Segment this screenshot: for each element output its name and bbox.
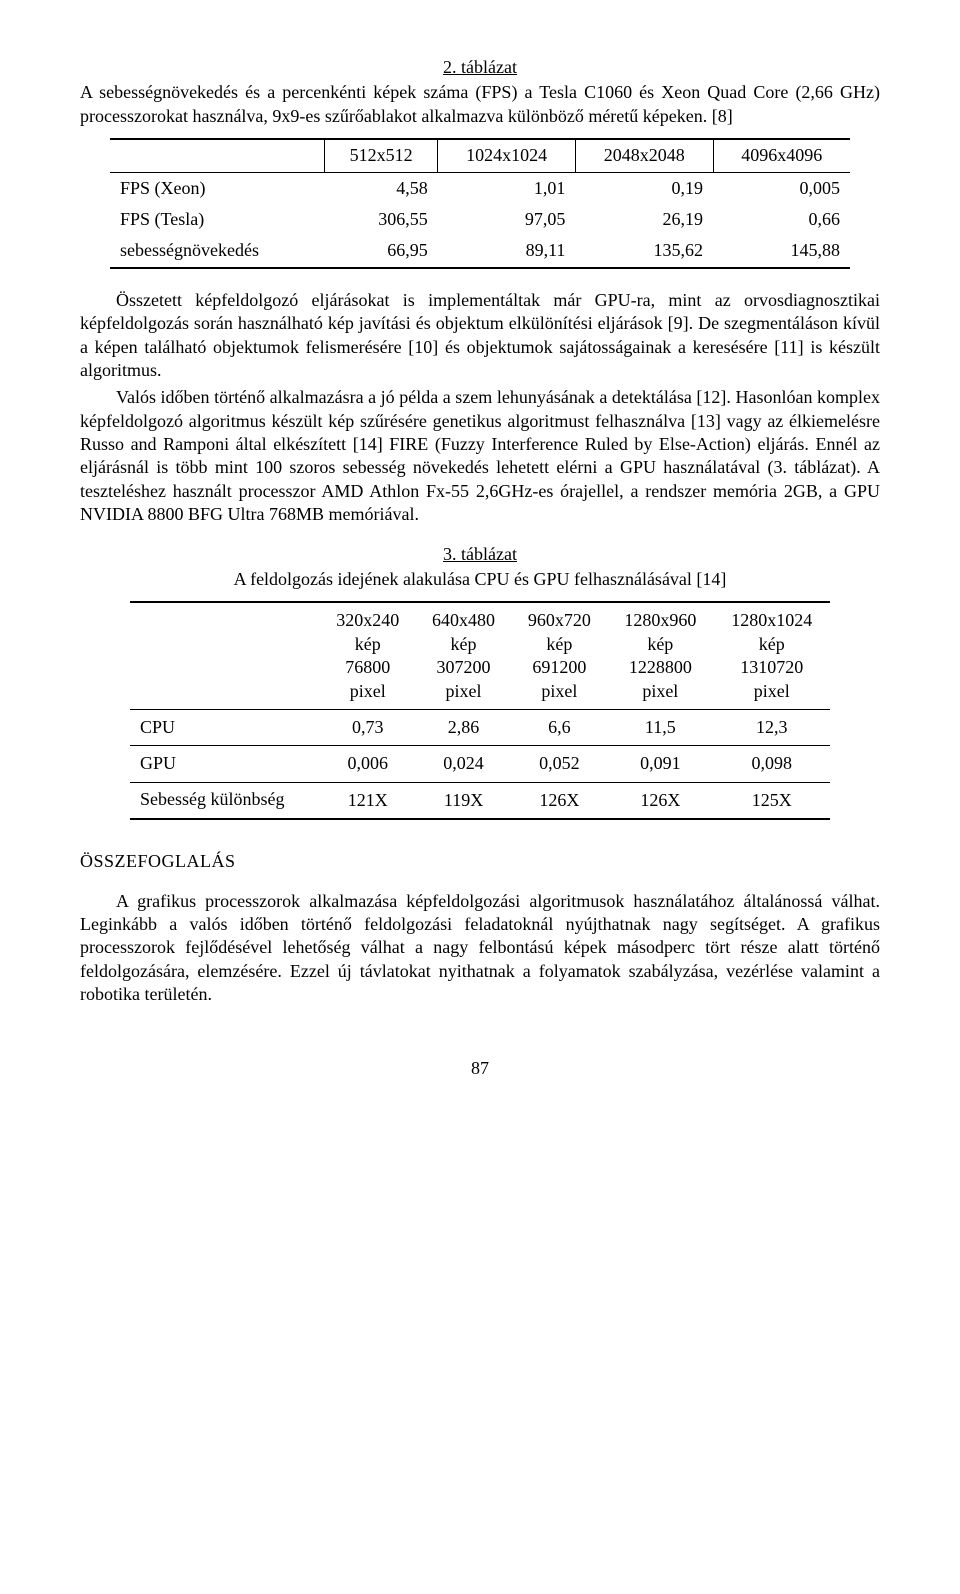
hline: 640x480: [432, 610, 495, 630]
table2-col-3: 2048x2048: [575, 139, 713, 172]
hline: kép: [451, 634, 477, 654]
table3-col-2: 640x480 kép 307200 pixel: [416, 602, 512, 709]
hline: 960x720: [528, 610, 591, 630]
table2-col-4: 4096x4096: [713, 139, 850, 172]
hline: 1228800: [629, 657, 692, 677]
hline: kép: [647, 634, 673, 654]
table3-row: GPU 0,006 0,024 0,052 0,091 0,098: [130, 746, 830, 782]
hline: kép: [355, 634, 381, 654]
cell: 0,19: [575, 172, 713, 204]
cell: 11,5: [607, 709, 713, 745]
hline: 320x240: [336, 610, 399, 630]
cell: 0,098: [713, 746, 830, 782]
cell: 0,005: [713, 172, 850, 204]
cell: FPS (Xeon): [110, 172, 324, 204]
table2-col-1: 512x512: [324, 139, 437, 172]
table3-col-5: 1280x1024 kép 1310720 pixel: [713, 602, 830, 709]
cell: sebességnövekedés: [110, 235, 324, 267]
table2-col-blank: [110, 139, 324, 172]
cell: 126X: [511, 782, 607, 819]
table2: 512x512 1024x1024 2048x2048 4096x4096 FP…: [110, 138, 850, 269]
paragraph-2: Valós időben történő alkalmazásra a jó p…: [80, 386, 880, 526]
cell: 126X: [607, 782, 713, 819]
page-number: 87: [80, 1057, 880, 1080]
hline: 691200: [532, 657, 586, 677]
hline: 76800: [345, 657, 390, 677]
table2-row: FPS (Xeon) 4,58 1,01 0,19 0,005: [110, 172, 850, 204]
cell: 0,73: [320, 709, 416, 745]
hline: kép: [759, 634, 785, 654]
table3-col-blank: [130, 602, 320, 709]
cell: 26,19: [575, 204, 713, 235]
table3-col-3: 960x720 kép 691200 pixel: [511, 602, 607, 709]
summary-heading: ÖSSZEFOGLALÁS: [80, 850, 880, 873]
hline: pixel: [350, 681, 386, 701]
cell: 0,006: [320, 746, 416, 782]
table3: 320x240 kép 76800 pixel 640x480 kép 3072…: [130, 601, 830, 820]
hline: 307200: [437, 657, 491, 677]
table3-caption-title: 3. táblázat: [80, 543, 880, 566]
cell: 125X: [713, 782, 830, 819]
hline: pixel: [541, 681, 577, 701]
cell: 0,091: [607, 746, 713, 782]
table3-row: Sebesség különbség 121X 119X 126X 126X 1…: [130, 782, 830, 819]
cell: 306,55: [324, 204, 437, 235]
cell: 0,024: [416, 746, 512, 782]
cell: FPS (Tesla): [110, 204, 324, 235]
cell: 119X: [416, 782, 512, 819]
cell: 4,58: [324, 172, 437, 204]
table2-caption-title: 2. táblázat: [80, 56, 880, 79]
hline: pixel: [446, 681, 482, 701]
table2-caption-desc: A sebességnövekedés és a percenkénti kép…: [80, 81, 880, 128]
cell: CPU: [130, 709, 320, 745]
table3-title-text: 3. táblázat: [443, 544, 517, 564]
hline: pixel: [642, 681, 678, 701]
summary-paragraph: A grafikus processzorok alkalmazása képf…: [80, 890, 880, 1007]
cell: 97,05: [438, 204, 576, 235]
cell: 12,3: [713, 709, 830, 745]
cell: Sebesség különbség: [130, 782, 320, 819]
cell: 135,62: [575, 235, 713, 267]
cell: 6,6: [511, 709, 607, 745]
hline: kép: [546, 634, 572, 654]
hline: 1280x1024: [731, 610, 812, 630]
hline: 1310720: [740, 657, 803, 677]
table2-row: FPS (Tesla) 306,55 97,05 26,19 0,66: [110, 204, 850, 235]
cell: 1,01: [438, 172, 576, 204]
cell: 145,88: [713, 235, 850, 267]
table3-caption-desc: A feldolgozás idejének alakulása CPU és …: [80, 568, 880, 591]
table2-header-row: 512x512 1024x1024 2048x2048 4096x4096: [110, 139, 850, 172]
table3-col-1: 320x240 kép 76800 pixel: [320, 602, 416, 709]
cell: 66,95: [324, 235, 437, 267]
cell: 0,66: [713, 204, 850, 235]
cell: 121X: [320, 782, 416, 819]
cell: 89,11: [438, 235, 576, 267]
cell: 0,052: [511, 746, 607, 782]
cell: 2,86: [416, 709, 512, 745]
hline: pixel: [754, 681, 790, 701]
hline: 1280x960: [624, 610, 696, 630]
cell: GPU: [130, 746, 320, 782]
cell-text: Sebesség különbség: [140, 789, 284, 809]
table2-row: sebességnövekedés 66,95 89,11 135,62 145…: [110, 235, 850, 267]
table2-col-2: 1024x1024: [438, 139, 576, 172]
table2-title-text: 2. táblázat: [443, 57, 517, 77]
table3-col-4: 1280x960 kép 1228800 pixel: [607, 602, 713, 709]
table3-row: CPU 0,73 2,86 6,6 11,5 12,3: [130, 709, 830, 745]
table3-header-row: 320x240 kép 76800 pixel 640x480 kép 3072…: [130, 602, 830, 709]
paragraph-1: Összetett képfeldolgozó eljárásokat is i…: [80, 289, 880, 383]
